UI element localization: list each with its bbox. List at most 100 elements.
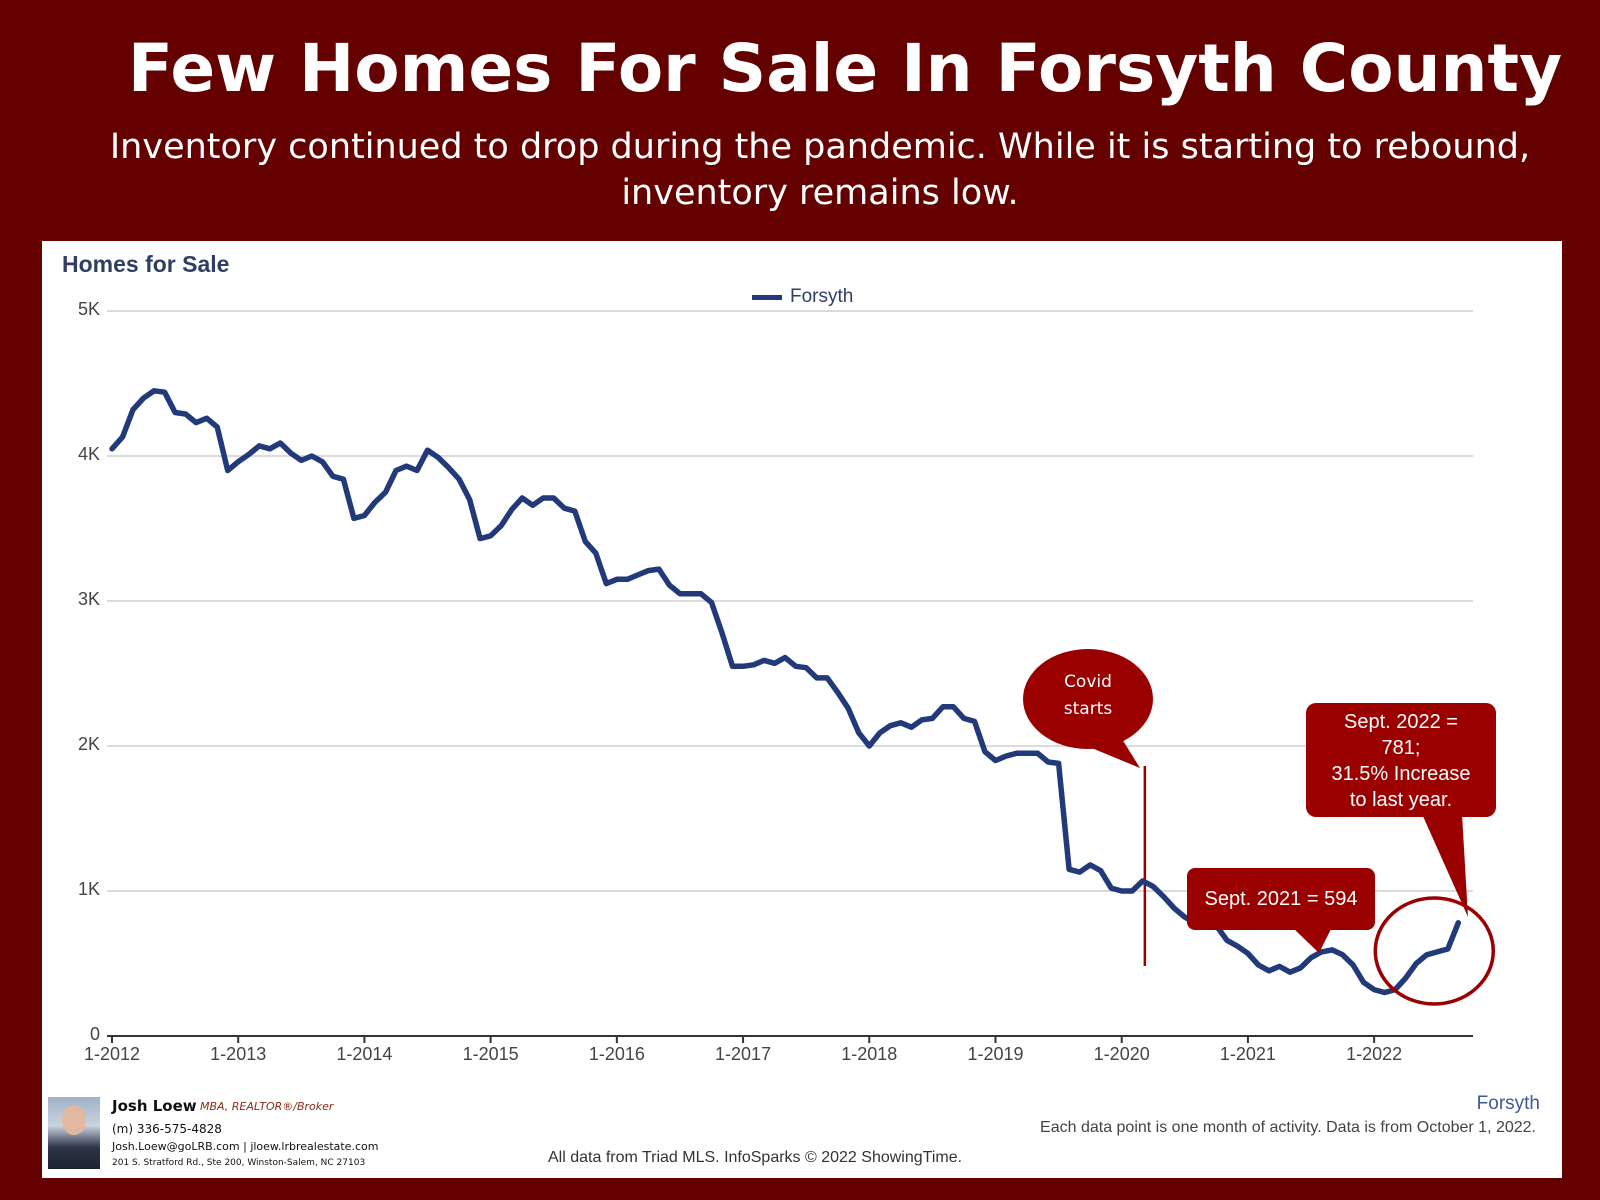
- data-point: [1099, 869, 1103, 873]
- data-point: [299, 458, 303, 462]
- sept-2022-callout-tail: [1422, 814, 1468, 917]
- data-point: [394, 469, 398, 472]
- sept-2022-line-1: Sept. 2022 =: [1344, 711, 1458, 733]
- data-point: [573, 509, 577, 513]
- data-point: [1057, 761, 1061, 765]
- data-point: [247, 453, 251, 457]
- data-point: [215, 425, 219, 429]
- x-tick-label: 1-2013: [210, 1044, 267, 1064]
- data-point: [436, 455, 440, 459]
- data-point: [867, 744, 871, 748]
- data-point: [404, 464, 408, 468]
- data-point: [825, 676, 829, 680]
- agent-phone[interactable]: (m) 336-575-4828: [112, 1122, 222, 1136]
- data-point: [1288, 970, 1292, 974]
- data-point: [741, 664, 745, 668]
- data-point: [1225, 938, 1229, 942]
- data-note: Each data point is one month of activity…: [1040, 1119, 1536, 1136]
- x-tick-label: 1-2020: [1093, 1044, 1150, 1064]
- x-tick-label: 1-2017: [715, 1044, 772, 1064]
- data-point: [878, 731, 882, 735]
- data-point: [773, 661, 777, 665]
- data-point: [1246, 951, 1250, 955]
- data-point: [383, 490, 387, 494]
- data-point: [1372, 988, 1376, 992]
- y-tick-label: 3K: [77, 589, 100, 609]
- data-point: [699, 592, 703, 596]
- data-point: [426, 448, 430, 452]
- data-point: [930, 716, 934, 720]
- data-point: [362, 513, 366, 517]
- data-point: [604, 582, 608, 586]
- data-point: [594, 551, 598, 555]
- data-point: [331, 474, 335, 478]
- agent-card: Josh Loew MBA, REALTOR®/Broker (m) 336-5…: [48, 1097, 508, 1175]
- data-point: [846, 706, 850, 710]
- subtitle-line-1: Inventory continued to drop during the p…: [109, 127, 1531, 167]
- data-point: [636, 573, 640, 577]
- data-point: [131, 408, 135, 412]
- data-point: [1130, 889, 1134, 893]
- data-point: [520, 496, 524, 500]
- data-point: [667, 583, 671, 587]
- data-point: [142, 396, 146, 400]
- data-point: [720, 631, 724, 635]
- data-point: [194, 421, 198, 425]
- data-point: [1162, 895, 1166, 899]
- data-point: [152, 389, 156, 393]
- data-point: [373, 500, 377, 504]
- data-point: [657, 567, 661, 571]
- covid-callout-line-2: starts: [1063, 699, 1113, 719]
- data-point: [1309, 956, 1313, 960]
- data-point: [1025, 751, 1029, 755]
- y-tick-label: 4K: [77, 444, 100, 464]
- data-point: [1267, 969, 1271, 973]
- data-point: [983, 750, 987, 754]
- data-point: [857, 731, 861, 735]
- data-source: All data from Triad MLS. InfoSparks © 20…: [548, 1149, 963, 1166]
- data-point: [415, 469, 419, 472]
- data-point: [1330, 948, 1334, 952]
- data-point: [1078, 870, 1082, 874]
- data-point: [447, 466, 451, 470]
- sept-2021-callout: Sept. 2021 = 594: [1187, 868, 1375, 930]
- data-point: [1341, 953, 1345, 957]
- data-point: [478, 537, 482, 541]
- covid-callout: Covid starts: [1023, 649, 1153, 749]
- data-point: [1067, 867, 1071, 871]
- data-point: [173, 411, 177, 414]
- data-point: [1120, 889, 1124, 893]
- data-point: [1362, 980, 1366, 984]
- data-point: [731, 664, 735, 668]
- sept-2022-callout: Sept. 2022 = 781; 31.5% Increase to last…: [1306, 703, 1496, 817]
- x-tick-label: 1-2022: [1346, 1044, 1403, 1064]
- y-tick-label: 5K: [77, 299, 100, 319]
- agent-email[interactable]: Josh.Loew@goLRB.com | jloew.lrbrealestat…: [112, 1140, 379, 1153]
- chart-canvas: [107, 310, 1496, 1043]
- y-tick-label: 0: [89, 1024, 100, 1044]
- data-point: [552, 496, 556, 500]
- data-point: [468, 498, 472, 501]
- x-tick-label: 1-2015: [462, 1044, 519, 1064]
- data-point: [951, 705, 955, 709]
- data-point: [510, 508, 514, 512]
- data-point: [163, 390, 167, 394]
- chart-legend[interactable]: Forsyth: [752, 286, 853, 308]
- data-point: [352, 516, 356, 520]
- data-point: [646, 569, 650, 573]
- data-point: [993, 759, 997, 762]
- agent-name: Josh Loew: [112, 1097, 197, 1115]
- data-point: [1088, 863, 1092, 867]
- agent-photo: [48, 1097, 100, 1169]
- data-point: [1235, 944, 1239, 948]
- data-point: [1036, 751, 1040, 755]
- highlight-circle: [1373, 896, 1496, 1006]
- data-point: [226, 469, 230, 472]
- covid-callout-line-1: Covid: [1064, 672, 1112, 692]
- data-point: [962, 716, 966, 720]
- data-point: [236, 460, 240, 464]
- data-point: [310, 454, 314, 458]
- data-point: [341, 477, 345, 481]
- data-point: [688, 592, 692, 596]
- chart-title: Homes for Sale: [62, 251, 230, 277]
